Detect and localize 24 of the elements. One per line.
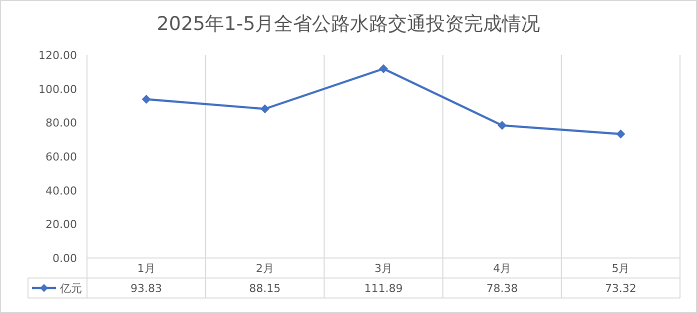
y-tick-label: 0.00 — [52, 252, 77, 265]
y-tick-label: 60.00 — [46, 150, 77, 164]
y-tick-label: 40.00 — [46, 184, 77, 198]
data-label: 88.15 — [249, 282, 281, 295]
y-tick-label: 100.00 — [38, 82, 77, 96]
data-label: 93.83 — [130, 282, 162, 295]
point — [260, 104, 270, 114]
data-label: 111.89 — [364, 282, 403, 295]
point — [379, 64, 388, 74]
x-tick-label: 5月 — [612, 262, 630, 275]
point — [142, 94, 151, 104]
x-tick-label: 4月 — [493, 262, 512, 275]
y-tick-label: 80.00 — [46, 116, 77, 130]
chart-title: 2025年1-5月全省公路水路交通投资完成情况 — [156, 13, 540, 35]
x-tick-label: 1月 — [137, 262, 156, 275]
y-tick-label: 120.00 — [38, 49, 77, 62]
data-label: 73.32 — [604, 282, 636, 295]
x-tick-label: 3月 — [374, 262, 392, 275]
legend-label: 亿元 — [59, 282, 82, 295]
y-tick-label: 20.00 — [46, 218, 77, 232]
point — [616, 129, 626, 138]
point — [498, 120, 507, 130]
data-label: 78.38 — [486, 282, 518, 295]
x-tick-label: 2月 — [256, 262, 274, 275]
